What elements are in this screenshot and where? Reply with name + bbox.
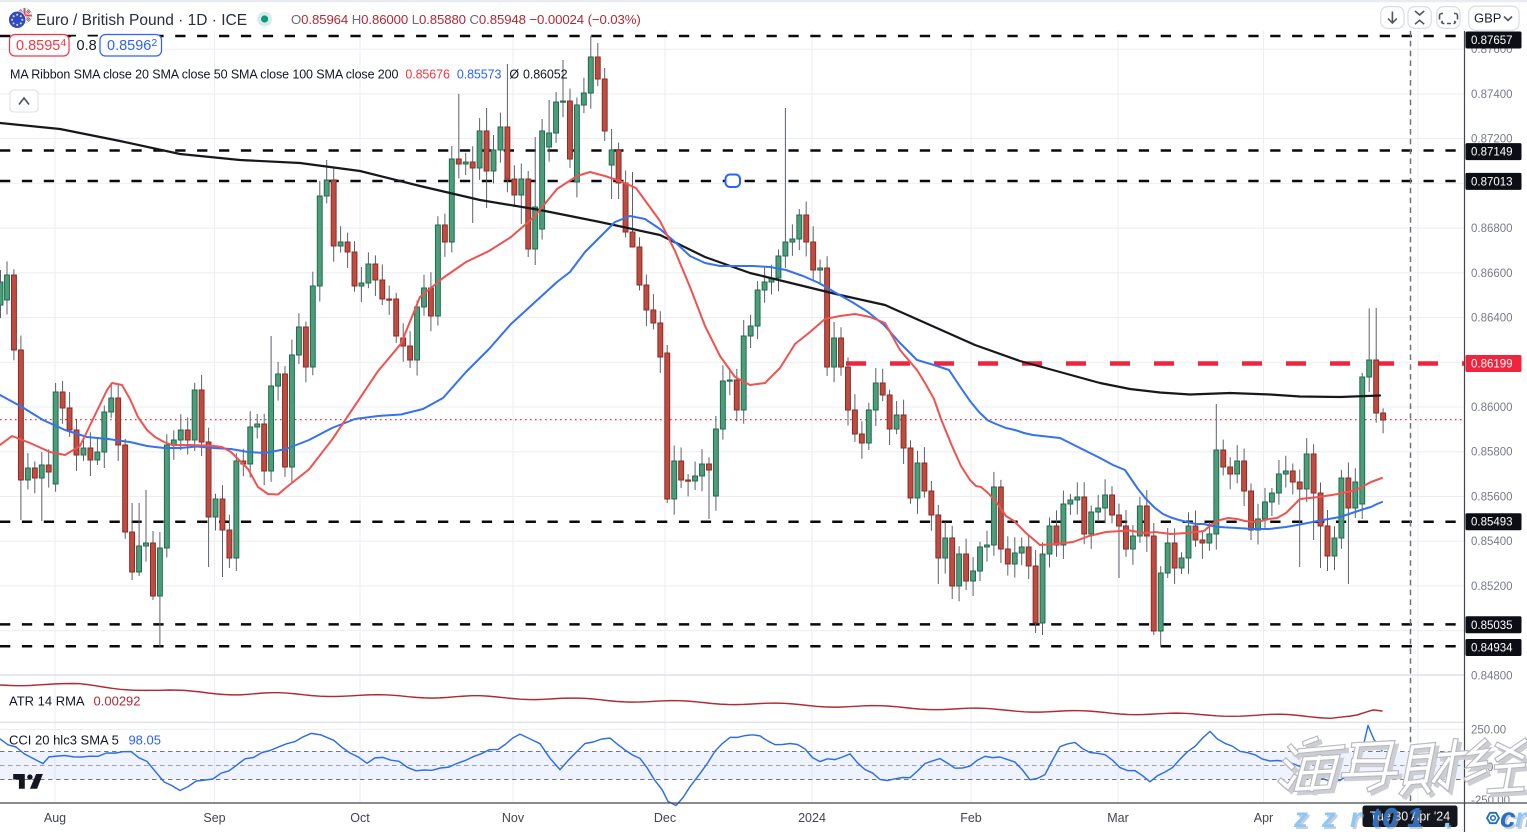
svg-text:0.87149: 0.87149 bbox=[1471, 147, 1513, 159]
svg-text:z: z bbox=[1295, 804, 1310, 832]
svg-text:0.86400: 0.86400 bbox=[1471, 313, 1513, 325]
svg-text:Mar: Mar bbox=[1107, 811, 1129, 825]
svg-text:2024: 2024 bbox=[798, 811, 826, 825]
svg-text:0: 0 bbox=[1382, 802, 1398, 832]
svg-text:0.87200: 0.87200 bbox=[1471, 134, 1513, 146]
svg-text:0.85800: 0.85800 bbox=[1471, 447, 1513, 459]
svg-text:0.86800: 0.86800 bbox=[1471, 223, 1513, 235]
svg-text:1: 1 bbox=[1409, 804, 1425, 832]
svg-text:0.87013: 0.87013 bbox=[1471, 176, 1513, 188]
svg-text:r: r bbox=[1350, 802, 1363, 832]
svg-text:c: c bbox=[1500, 802, 1516, 832]
svg-text:Tue 30 Apr '24: Tue 30 Apr '24 bbox=[1370, 810, 1450, 824]
svg-text:0.8: 0.8 bbox=[77, 38, 97, 54]
svg-text:z: z bbox=[1321, 802, 1336, 832]
svg-text:0.85035: 0.85035 bbox=[1471, 620, 1513, 632]
svg-text:1: 1 bbox=[1407, 802, 1423, 832]
svg-text:0.85200: 0.85200 bbox=[1471, 581, 1513, 593]
svg-text:Sep: Sep bbox=[203, 811, 225, 825]
svg-text:Nov: Nov bbox=[502, 811, 525, 825]
svg-text:0.86600: 0.86600 bbox=[1471, 268, 1513, 280]
svg-text:0.85493: 0.85493 bbox=[1471, 517, 1513, 529]
svg-text:MA Ribbon SMA close 20 SMA clo: MA Ribbon SMA close 20 SMA close 50 SMA … bbox=[10, 68, 568, 82]
svg-text:.: . bbox=[1444, 802, 1452, 832]
svg-text:0.84800: 0.84800 bbox=[1471, 670, 1513, 682]
svg-text:z: z bbox=[1323, 804, 1338, 832]
svg-text:n: n bbox=[1515, 802, 1527, 832]
svg-text:0.85954: 0.85954 bbox=[16, 37, 66, 54]
svg-text:n: n bbox=[1517, 804, 1527, 832]
svg-text:250.00: 250.00 bbox=[1471, 724, 1506, 736]
svg-text:0.87400: 0.87400 bbox=[1471, 89, 1513, 101]
svg-text:Dec: Dec bbox=[654, 811, 676, 825]
svg-text:Euro / British Pound · 1D · IC: Euro / British Pound · 1D · ICE bbox=[36, 12, 247, 29]
svg-text:0.84934: 0.84934 bbox=[1471, 643, 1513, 655]
svg-text:GBP: GBP bbox=[1474, 11, 1501, 26]
svg-text:0.85600: 0.85600 bbox=[1471, 491, 1513, 503]
svg-text:Aug: Aug bbox=[44, 811, 66, 825]
svg-text:.: . bbox=[1446, 804, 1454, 832]
svg-text:0.85962: 0.85962 bbox=[107, 37, 157, 54]
svg-text:Apr: Apr bbox=[1254, 811, 1273, 825]
svg-text:t: t bbox=[1373, 804, 1384, 832]
svg-text:CCI 20 hlc3 SMA 5 98.05: CCI 20 hlc3 SMA 5 98.05 bbox=[9, 733, 161, 748]
svg-text:Feb: Feb bbox=[960, 811, 982, 825]
svg-text:c: c bbox=[1502, 804, 1518, 832]
svg-text:t: t bbox=[1371, 802, 1382, 832]
svg-text:0.87657: 0.87657 bbox=[1471, 35, 1513, 47]
svg-text:0.85400: 0.85400 bbox=[1471, 536, 1513, 548]
svg-text:0: 0 bbox=[1384, 804, 1400, 832]
svg-text:-250.00: -250.00 bbox=[1471, 795, 1510, 807]
svg-text:ATR 14 RMA 0.00292: ATR 14 RMA 0.00292 bbox=[9, 694, 141, 709]
svg-text:O0.85964 H0.86000 L0.85880 C0.: O0.85964 H0.86000 L0.85880 C0.85948 −0.0… bbox=[291, 12, 641, 27]
svg-text:0.86000: 0.86000 bbox=[1471, 402, 1513, 414]
svg-text:z: z bbox=[1293, 802, 1308, 832]
svg-text:r: r bbox=[1352, 804, 1365, 832]
svg-text:Oct: Oct bbox=[350, 811, 370, 825]
svg-text:0.86199: 0.86199 bbox=[1471, 359, 1513, 371]
